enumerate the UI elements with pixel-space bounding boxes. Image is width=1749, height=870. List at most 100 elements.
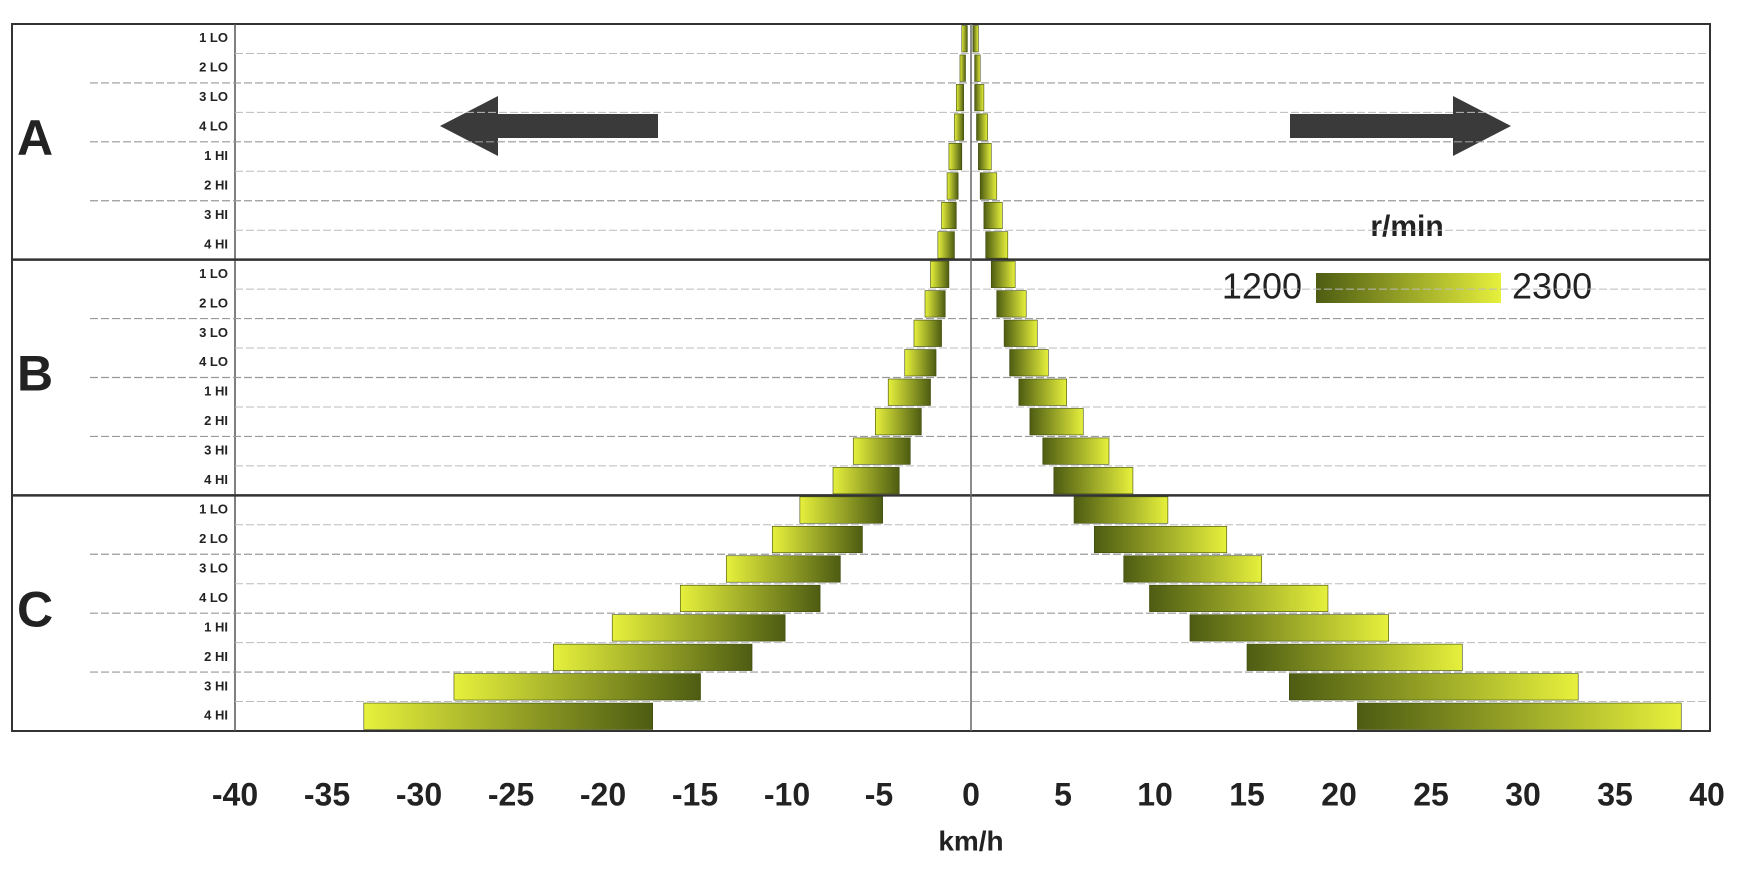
gear-label: 3 HI (204, 443, 228, 458)
speed-bar (954, 113, 964, 141)
speed-bar (725, 555, 841, 583)
gear-label: 2 LO (199, 295, 228, 310)
x-tick-label: 10 (1137, 776, 1173, 812)
speed-bar (679, 584, 821, 612)
x-tick-label: -15 (672, 776, 718, 812)
x-tick-label: -5 (865, 776, 893, 812)
speed-bar (990, 260, 1016, 288)
gear-label: 4 LO (199, 354, 228, 369)
gear-label: 1 HI (204, 148, 228, 163)
speed-bar (974, 54, 981, 82)
speed-bar (941, 201, 957, 230)
speed-bar (948, 143, 963, 171)
reverse-arrow (440, 96, 658, 156)
gear-label: 3 LO (199, 89, 228, 104)
speed-bar (930, 260, 950, 288)
speed-bar (1093, 525, 1228, 554)
x-tick-label: 25 (1413, 776, 1449, 812)
speed-bar (955, 84, 964, 112)
x-tick-label: 0 (962, 776, 980, 812)
forward-arrow (1290, 96, 1511, 156)
gear-label: 2 HI (204, 177, 228, 192)
gear-label: 2 HI (204, 649, 228, 664)
x-tick-label: -40 (212, 776, 258, 812)
speed-bar (937, 231, 955, 259)
gear-label: 2 LO (199, 531, 228, 546)
legend-swatch (1316, 273, 1501, 303)
gear-label: 1 HI (204, 384, 228, 399)
x-tick-label: -20 (580, 776, 626, 812)
speed-bar (1149, 584, 1329, 612)
speed-bar (771, 525, 863, 554)
gear-label: 3 HI (204, 207, 228, 222)
speed-bar (453, 673, 701, 701)
gear-label: 4 HI (204, 472, 228, 487)
speed-bar (974, 84, 985, 112)
speed-bar (553, 643, 753, 671)
group-label: B (17, 346, 53, 402)
speed-bar (1053, 467, 1134, 495)
speed-bar (887, 378, 931, 406)
speed-bar (985, 231, 1009, 259)
x-axis-label: km/h (938, 825, 1003, 856)
speed-bar (978, 143, 992, 171)
speed-bar (972, 25, 979, 53)
x-tick-label: 20 (1321, 776, 1357, 812)
gear-label: 2 LO (199, 60, 228, 75)
group-label: A (17, 110, 53, 166)
speed-bar (946, 172, 959, 200)
speed-bar (1357, 702, 1682, 730)
speed-bar (1289, 673, 1579, 701)
speed-bar (1073, 496, 1169, 524)
gear-label: 4 LO (199, 590, 228, 605)
gear-label: 4 HI (204, 708, 228, 723)
x-tick-label: 5 (1054, 776, 1072, 812)
x-tick-label: -25 (488, 776, 534, 812)
speed-bar (1018, 378, 1067, 406)
gear-label: 1 LO (199, 30, 228, 45)
plot-frame (11, 23, 1711, 732)
speed-bar (1246, 643, 1463, 671)
legend-title: r/min (1370, 210, 1443, 243)
speed-bar (1042, 437, 1110, 465)
speed-bar (1009, 349, 1049, 377)
speed-bar (1003, 319, 1038, 347)
speed-bar (1189, 614, 1389, 642)
gear-label: 1 LO (199, 266, 228, 281)
speed-bar (983, 201, 1003, 230)
x-tick-label: -10 (764, 776, 810, 812)
speed-bar (913, 319, 942, 347)
gear-label: 1 HI (204, 619, 228, 634)
speed-bar (875, 408, 922, 436)
gear-label: 4 HI (204, 236, 228, 251)
speed-bar (996, 290, 1027, 318)
speed-bar (799, 496, 883, 524)
gear-label: 2 HI (204, 413, 228, 428)
speed-bar (976, 113, 988, 141)
speed-bar (363, 702, 653, 730)
speed-bar (832, 467, 900, 495)
x-tick-label: 40 (1689, 776, 1725, 812)
group-label: C (17, 581, 53, 637)
gear-label: 3 HI (204, 678, 228, 693)
legend-high: 2300 (1512, 266, 1592, 307)
speed-bar (979, 172, 998, 200)
speed-bar (924, 290, 946, 318)
legend-low: 1200 (1222, 266, 1302, 307)
gear-label: 4 LO (199, 119, 228, 134)
speed-bar (1123, 555, 1263, 583)
x-tick-label: 15 (1229, 776, 1265, 812)
speed-bar (852, 437, 911, 465)
speed-bar (1029, 408, 1084, 436)
x-tick-label: 35 (1597, 776, 1633, 812)
speed-bar (611, 614, 786, 642)
speed-bar (961, 25, 968, 53)
gear-label: 1 LO (199, 502, 228, 517)
gear-label: 3 LO (199, 560, 228, 575)
gear-label: 3 LO (199, 325, 228, 340)
x-tick-label: -35 (304, 776, 350, 812)
speed-bar (904, 349, 937, 377)
x-tick-label: 30 (1505, 776, 1541, 812)
x-tick-label: -30 (396, 776, 442, 812)
